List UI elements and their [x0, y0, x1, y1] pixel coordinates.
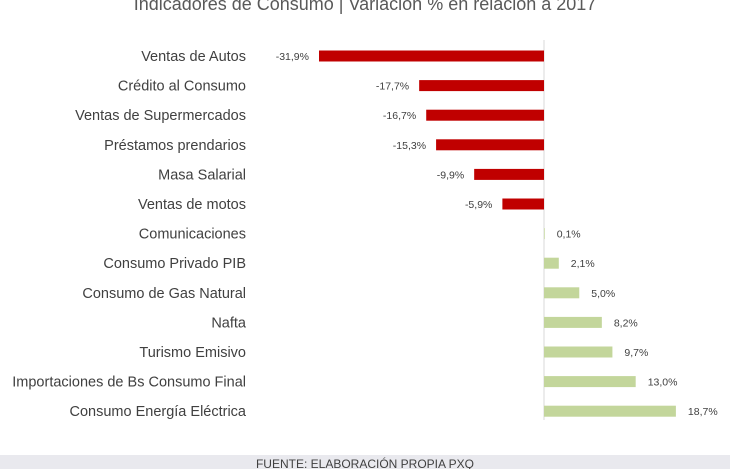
data-label-prestamos-prendarios: -15,3% [393, 140, 426, 152]
bar-consumo-privado-pib [544, 257, 559, 269]
data-label-turismo-emisivo: 9,7% [624, 347, 648, 359]
source-note: FUENTE: ELABORACIÓN PROPIA PXQ [0, 455, 730, 469]
category-label-consumo-energia-electrica: Consumo Energía Eléctrica [70, 404, 247, 420]
data-label-consumo-de-gas-natural: 5,0% [591, 288, 615, 300]
bar-credito-al-consumo [419, 80, 544, 92]
bar-prestamos-prendarios [436, 139, 544, 151]
category-label-credito-al-consumo: Crédito al Consumo [118, 79, 246, 95]
category-label-consumo-privado-pib: Consumo Privado PIB [103, 256, 246, 272]
data-label-consumo-privado-pib: 2,1% [571, 258, 595, 270]
data-label-ventas-de-motos: -5,9% [465, 199, 492, 211]
bar-comunicaciones [544, 228, 545, 240]
category-label-consumo-de-gas-natural: Consumo de Gas Natural [82, 286, 246, 302]
category-label-nafta: Nafta [211, 315, 247, 331]
bar-ventas-de-autos [319, 50, 544, 62]
data-label-ventas-de-autos: -31,9% [276, 51, 309, 63]
category-label-ventas-de-motos: Ventas de motos [138, 197, 246, 213]
bar-chart: Ventas de Autos -31,9% Crédito al Consumo -… [12, 40, 718, 420]
data-label-credito-al-consumo: -17,7% [376, 81, 409, 93]
category-label-importaciones-de-bs-consumo-final: Importaciones de Bs Consumo Final [12, 375, 246, 391]
category-label-ventas-de-autos: Ventas de Autos [141, 49, 246, 65]
category-label-prestamos-prendarios: Préstamos prendarios [104, 138, 246, 154]
category-label-masa-salarial: Masa Salarial [158, 167, 246, 183]
bar-ventas-de-motos [502, 198, 544, 210]
bar-importaciones-de-bs-consumo-final [544, 376, 636, 388]
data-label-consumo-energia-electrica: 18,7% [688, 406, 718, 418]
data-label-masa-salarial: -9,9% [437, 169, 464, 181]
data-label-importaciones-de-bs-consumo-final: 13,0% [648, 377, 678, 389]
bar-consumo-de-gas-natural [544, 287, 580, 299]
category-label-comunicaciones: Comunicaciones [139, 227, 246, 243]
bar-ventas-de-supermercados [426, 109, 544, 121]
category-label-ventas-de-supermercados: Ventas de Supermercados [75, 108, 246, 124]
category-label-turismo-emisivo: Turismo Emisivo [139, 345, 246, 361]
chart-title: Indicadores de Consumo | Variación % en … [133, 0, 597, 14]
bar-turismo-emisivo [544, 346, 613, 358]
bar-masa-salarial [474, 168, 544, 180]
data-label-comunicaciones: 0,1% [557, 229, 581, 241]
data-label-ventas-de-supermercados: -16,7% [383, 110, 416, 122]
bar-consumo-energia-electrica [544, 405, 676, 417]
bar-nafta [544, 316, 602, 328]
data-label-nafta: 8,2% [614, 317, 638, 329]
